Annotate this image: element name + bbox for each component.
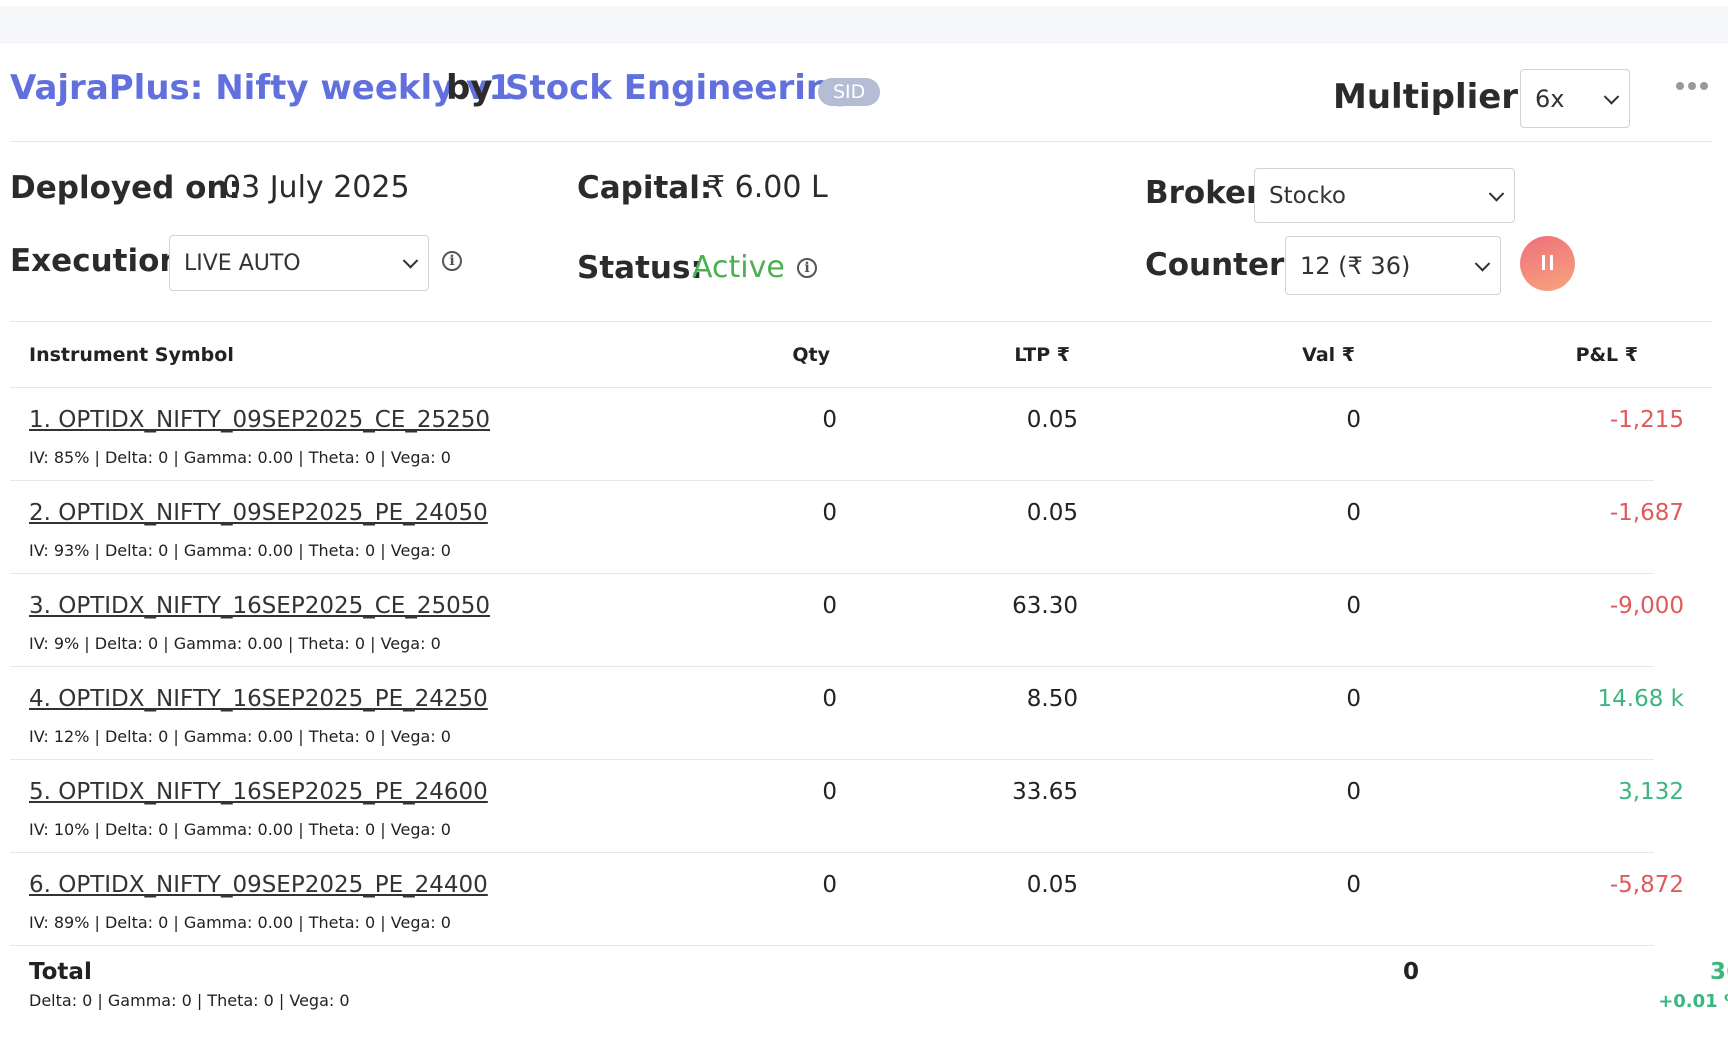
chevron-down-icon — [1474, 255, 1491, 272]
header-divider — [10, 141, 1712, 142]
deployed-label: Deployed on: — [10, 170, 241, 206]
greeks-text: IV: 93% | Delta: 0 | Gamma: 0.00 | Theta… — [29, 541, 451, 560]
pnl-cell: 3,132 — [1618, 779, 1684, 805]
broker-label: Broker: — [1145, 175, 1274, 211]
more-options-icon[interactable] — [1676, 82, 1708, 90]
execution-select[interactable]: LIVE AUTO — [169, 235, 429, 291]
chevron-down-icon — [1488, 185, 1505, 202]
pnl-cell: -5,872 — [1609, 872, 1684, 898]
info-divider — [10, 321, 1712, 322]
top-bar — [0, 6, 1728, 43]
multiplier-label: Multiplier: — [1333, 77, 1532, 117]
val-cell: 0 — [1346, 779, 1361, 805]
greeks-text: IV: 89% | Delta: 0 | Gamma: 0.00 | Theta… — [29, 913, 451, 932]
table-row: 4. OPTIDX_NIFTY_16SEP2025_PE_24250 IV: 1… — [10, 667, 1684, 760]
val-cell: 0 — [1346, 686, 1361, 712]
col-pnl: P&L ₹ — [1575, 344, 1638, 366]
by-label: by — [446, 68, 493, 108]
capital-value: ₹ 6.00 L — [706, 170, 828, 205]
greeks-text: IV: 9% | Delta: 0 | Gamma: 0.00 | Theta:… — [29, 634, 441, 653]
chevron-down-icon — [402, 253, 419, 269]
ltp-cell: 0.05 — [1026, 500, 1078, 526]
execution-label: Execution: — [10, 243, 194, 279]
instrument-link[interactable]: 2. OPTIDX_NIFTY_09SEP2025_PE_24050 — [29, 500, 488, 526]
ltp-cell: 33.65 — [1012, 779, 1078, 805]
instrument-link[interactable]: 5. OPTIDX_NIFTY_16SEP2025_PE_24600 — [29, 779, 488, 805]
instrument-link[interactable]: 4. OPTIDX_NIFTY_16SEP2025_PE_24250 — [29, 686, 488, 712]
counter-select[interactable]: 12 (₹ 36) — [1285, 236, 1501, 295]
qty-cell: 0 — [822, 593, 837, 619]
qty-cell: 0 — [822, 500, 837, 526]
multiplier-select[interactable]: 6x — [1520, 69, 1630, 128]
table-row: 2. OPTIDX_NIFTY_09SEP2025_PE_24050 IV: 9… — [10, 481, 1684, 574]
table-row: 1. OPTIDX_NIFTY_09SEP2025_CE_25250 IV: 8… — [10, 388, 1684, 481]
total-label: Total — [29, 959, 92, 985]
broker-value: Stocko — [1269, 182, 1346, 209]
col-symbol: Instrument Symbol — [29, 344, 234, 366]
ltp-cell: 63.30 — [1012, 593, 1078, 619]
table-row: 3. OPTIDX_NIFTY_16SEP2025_CE_25050 IV: 9… — [10, 574, 1684, 667]
qty-cell: 0 — [822, 872, 837, 898]
total-pnl-percent: +0.01 % — [1658, 991, 1728, 1012]
sid-badge: SID — [818, 78, 881, 106]
col-val: Val ₹ — [1302, 344, 1355, 366]
instrument-link[interactable]: 1. OPTIDX_NIFTY_09SEP2025_CE_25250 — [29, 407, 490, 433]
broker-select[interactable]: Stocko — [1254, 168, 1515, 223]
pnl-cell: -9,000 — [1609, 593, 1684, 619]
total-val: 0 — [1402, 959, 1419, 985]
table-row: 5. OPTIDX_NIFTY_16SEP2025_PE_24600 IV: 1… — [10, 760, 1684, 853]
pnl-cell: 14.68 k — [1597, 686, 1684, 712]
ltp-cell: 0.05 — [1026, 407, 1078, 433]
col-ltp: LTP ₹ — [1014, 344, 1070, 366]
qty-cell: 0 — [822, 407, 837, 433]
qty-cell: 0 — [822, 779, 837, 805]
instrument-link[interactable]: 6. OPTIDX_NIFTY_09SEP2025_PE_24400 — [29, 872, 488, 898]
pnl-cell: -1,215 — [1609, 407, 1684, 433]
qty-cell: 0 — [822, 686, 837, 712]
val-cell: 0 — [1346, 872, 1361, 898]
status-info-icon[interactable]: i — [797, 258, 817, 278]
author-link[interactable]: Stock Engineering — [505, 68, 855, 108]
capital-label: Capital: — [577, 170, 713, 206]
val-cell: 0 — [1346, 407, 1361, 433]
ltp-cell: 0.05 — [1026, 872, 1078, 898]
deployed-value: 03 July 2025 — [222, 170, 410, 205]
val-cell: 0 — [1346, 500, 1361, 526]
total-greeks: Delta: 0 | Gamma: 0 | Theta: 0 | Vega: 0 — [29, 991, 350, 1010]
pause-button[interactable] — [1520, 236, 1575, 291]
status-label: Status: — [577, 250, 703, 286]
multiplier-value: 6x — [1535, 84, 1565, 113]
col-qty: Qty — [792, 344, 830, 366]
instrument-link[interactable]: 3. OPTIDX_NIFTY_16SEP2025_CE_25050 — [29, 593, 490, 619]
val-cell: 0 — [1346, 593, 1361, 619]
chevron-down-icon — [1603, 88, 1620, 105]
pnl-cell: -1,687 — [1609, 500, 1684, 526]
greeks-text: IV: 85% | Delta: 0 | Gamma: 0.00 | Theta… — [29, 448, 451, 467]
table-header: Instrument Symbol Qty LTP ₹ Val ₹ P&L ₹ — [10, 322, 1712, 388]
strategy-name-link[interactable]: VajraPlus: Nifty weekly v1 — [10, 68, 512, 108]
positions-table: Instrument Symbol Qty LTP ₹ Val ₹ P&L ₹ … — [10, 322, 1728, 1026]
total-row: Total Delta: 0 | Gamma: 0 | Theta: 0 | V… — [10, 946, 1728, 1026]
execution-info-icon[interactable]: i — [442, 251, 462, 271]
ltp-cell: 8.50 — [1026, 686, 1078, 712]
execution-value: LIVE AUTO — [184, 250, 301, 276]
status-value: Active — [692, 250, 785, 285]
table-row: 6. OPTIDX_NIFTY_09SEP2025_PE_24400 IV: 8… — [10, 853, 1684, 946]
greeks-text: IV: 12% | Delta: 0 | Gamma: 0.00 | Theta… — [29, 727, 451, 746]
counter-label: Counter: — [1145, 247, 1297, 283]
counter-value: 12 (₹ 36) — [1300, 251, 1411, 280]
total-pnl: 36 — [1709, 959, 1728, 985]
greeks-text: IV: 10% | Delta: 0 | Gamma: 0.00 | Theta… — [29, 820, 451, 839]
